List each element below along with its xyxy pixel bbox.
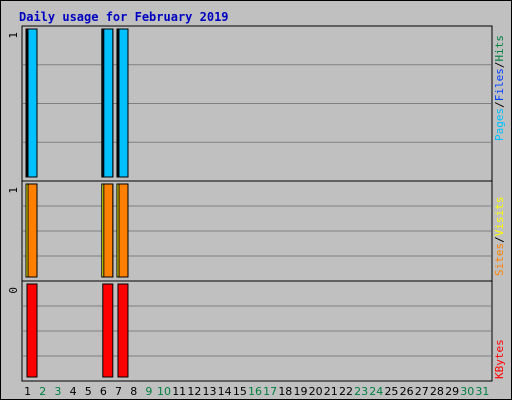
x-tick-label-day-24: 24 bbox=[369, 385, 383, 398]
y-max-label-pages-files-hits: 1 bbox=[7, 32, 20, 39]
legend-item-pages: Pages bbox=[493, 108, 506, 141]
legend-item-sites: Sites bbox=[493, 243, 506, 276]
x-tick-label-day-11: 11 bbox=[172, 385, 186, 398]
x-tick-label-day-3: 3 bbox=[54, 385, 61, 398]
x-tick-label-day-19: 19 bbox=[293, 385, 307, 398]
x-tick-label-day-15: 15 bbox=[233, 385, 247, 398]
legend-item-slash: / bbox=[493, 101, 506, 108]
x-tick-label-day-26: 26 bbox=[400, 385, 414, 398]
y-max-label-sites-visits: 1 bbox=[7, 187, 20, 194]
x-tick-label-day-12: 12 bbox=[187, 385, 201, 398]
legend-item-slash: / bbox=[493, 62, 506, 69]
x-tick-label-day-1: 1 bbox=[24, 385, 31, 398]
panel-border-kbytes bbox=[21, 280, 493, 382]
legend-item-kbytes: KBytes bbox=[493, 339, 506, 379]
x-tick-label-day-14: 14 bbox=[218, 385, 232, 398]
legend-pages-files-hits: Pages/Files/Hits bbox=[493, 35, 506, 141]
x-tick-label-day-2: 2 bbox=[39, 385, 46, 398]
x-tick-label-day-29: 29 bbox=[445, 385, 459, 398]
bar-sites-day-1 bbox=[27, 183, 38, 278]
legend-item-slash: / bbox=[493, 236, 506, 243]
x-tick-label-day-21: 21 bbox=[324, 385, 338, 398]
x-tick-label-day-4: 4 bbox=[70, 385, 77, 398]
bar-pages-day-7 bbox=[118, 28, 129, 178]
x-tick-label-day-10: 10 bbox=[157, 385, 171, 398]
legend-sites-visits: Sites/Visits bbox=[493, 197, 506, 277]
bar-sites-day-6 bbox=[103, 183, 114, 278]
x-tick-label-day-28: 28 bbox=[430, 385, 444, 398]
bar-pages-day-6 bbox=[103, 28, 114, 178]
legend-kbytes: KBytes bbox=[493, 339, 506, 379]
x-tick-label-day-17: 17 bbox=[263, 385, 277, 398]
x-tick-label-day-18: 18 bbox=[278, 385, 292, 398]
bar-pages-day-1 bbox=[27, 28, 38, 178]
x-tick-label-day-8: 8 bbox=[130, 385, 137, 398]
legend-item-visits: Visits bbox=[493, 197, 506, 237]
x-tick-label-day-13: 13 bbox=[203, 385, 217, 398]
x-tick-label-day-31: 31 bbox=[475, 385, 489, 398]
x-tick-label-day-22: 22 bbox=[339, 385, 353, 398]
bar-kbytes-day-7 bbox=[117, 283, 129, 378]
x-tick-label-day-23: 23 bbox=[354, 385, 368, 398]
x-tick-label-day-5: 5 bbox=[85, 385, 92, 398]
bar-sites-day-7 bbox=[118, 183, 129, 278]
x-tick-label-day-16: 16 bbox=[248, 385, 262, 398]
legend-item-hits: Hits bbox=[493, 35, 506, 62]
chart-title: Daily usage for February 2019 bbox=[19, 10, 229, 24]
y-max-label-kbytes: 0 bbox=[7, 287, 20, 294]
x-tick-label-day-20: 20 bbox=[309, 385, 323, 398]
bar-kbytes-day-6 bbox=[102, 283, 114, 378]
x-tick-label-day-27: 27 bbox=[415, 385, 429, 398]
x-tick-label-day-9: 9 bbox=[145, 385, 152, 398]
x-tick-label-day-7: 7 bbox=[115, 385, 122, 398]
x-tick-label-day-6: 6 bbox=[100, 385, 107, 398]
x-tick-label-day-25: 25 bbox=[384, 385, 398, 398]
x-tick-label-day-30: 30 bbox=[460, 385, 474, 398]
bar-kbytes-day-1 bbox=[26, 283, 38, 378]
legend-item-files: Files bbox=[493, 68, 506, 101]
